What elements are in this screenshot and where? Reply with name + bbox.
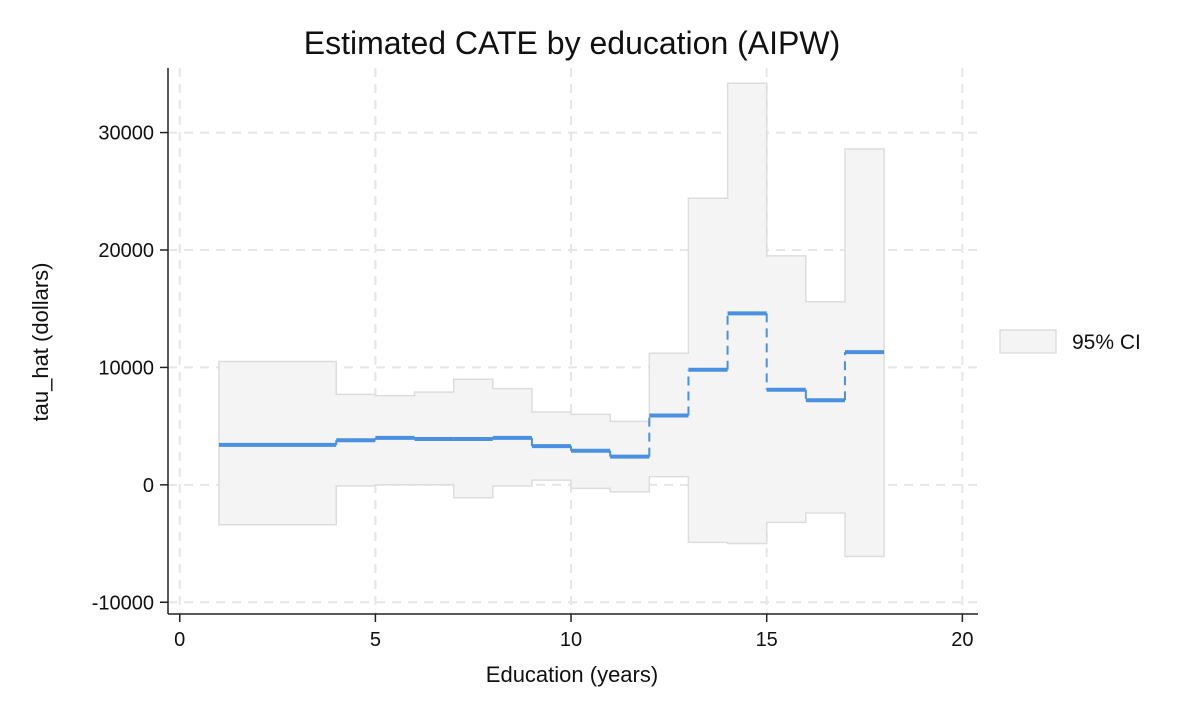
legend: 95% CI [999, 329, 1141, 354]
legend-label-ci: 95% CI [1072, 331, 1141, 354]
tick-marks: 0 5 10 15 20 -10000 0 10000 20000 30000 [92, 123, 974, 651]
tau-line-layer [218, 311, 885, 459]
axes [167, 68, 978, 615]
x-axis-label: Education (years) [486, 662, 658, 687]
y-tick-label: 10000 [98, 357, 154, 379]
y-axis-label: tau_hat (dollars) [28, 263, 53, 422]
ci-band-layer [218, 82, 885, 558]
x-tick-label: 20 [951, 629, 973, 651]
x-tick-label: 15 [756, 629, 778, 651]
legend-swatch-ci [999, 329, 1057, 354]
y-tick-label: 0 [143, 475, 154, 497]
x-tick-label: 0 [174, 629, 185, 651]
x-tick-label: 10 [560, 629, 582, 651]
chart-title: Estimated CATE by education (AIPW) [304, 25, 840, 61]
ci-band [218, 82, 885, 558]
y-tick-label: -10000 [92, 592, 154, 614]
y-tick-label: 30000 [98, 123, 154, 145]
y-tick-label: 20000 [98, 240, 154, 262]
x-tick-label: 5 [370, 629, 381, 651]
